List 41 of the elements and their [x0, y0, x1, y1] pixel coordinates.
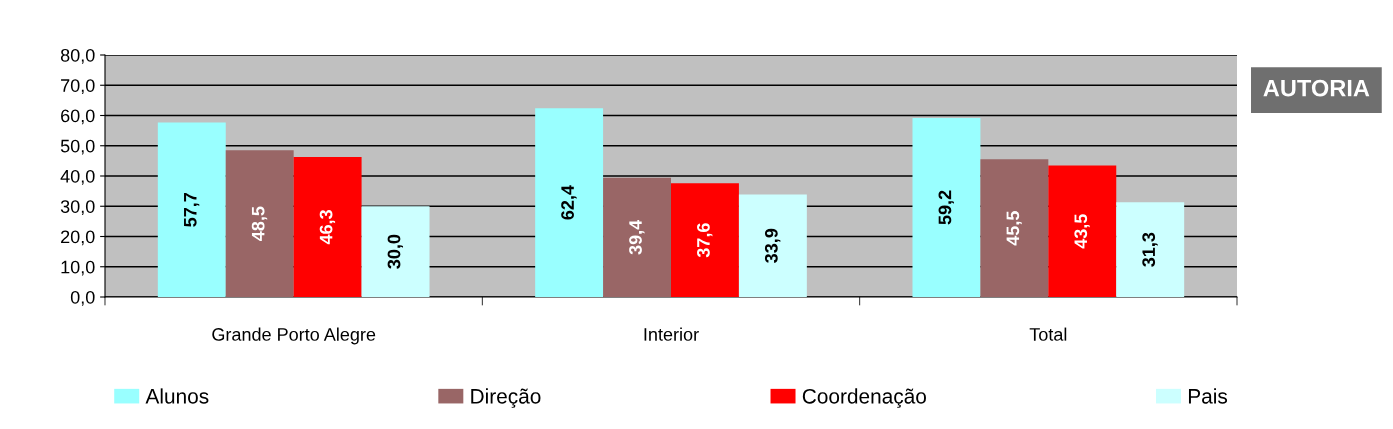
y-tick-label: 50,0 [60, 139, 95, 155]
y-tick-label: 0,0 [70, 290, 95, 306]
x-tick-label: Interior [644, 327, 699, 341]
text: 43,5 [1074, 214, 1090, 249]
text: AUTORIA [1263, 79, 1370, 97]
y-tick-label: 10,0 [61, 260, 95, 276]
x-tick-label: Total [1029, 327, 1067, 341]
y-tick-label: 70,0 [61, 79, 95, 95]
text: 48,5 [251, 206, 268, 241]
y-tick-label: 20,0 [61, 230, 95, 246]
bar [603, 177, 671, 297]
y-tick-label: 40,0 [60, 169, 95, 185]
text: 46,3 [319, 210, 336, 245]
legend-label: Direção [471, 388, 541, 408]
bar [1048, 165, 1117, 297]
bar [293, 156, 362, 297]
bar [225, 150, 294, 297]
y-tick-label: 30,0 [60, 200, 95, 216]
y-tick-label: 60,0 [61, 109, 95, 125]
text: 37,6 [697, 223, 713, 258]
text: 31,3 [1142, 232, 1158, 267]
bar [361, 206, 430, 297]
bar [912, 117, 981, 297]
bar [980, 159, 1049, 297]
bar [738, 194, 807, 297]
legend-label: Pais [1188, 388, 1228, 404]
legend-label: Coordenação [802, 388, 926, 408]
text: 62,4 [561, 185, 577, 220]
text: 59,2 [938, 190, 954, 225]
y-tick-label: 80,0 [60, 48, 95, 64]
legend-label: Alunos [145, 388, 209, 404]
text: 33,9 [764, 228, 781, 263]
text: 45,5 [1006, 211, 1022, 246]
bar [1116, 202, 1185, 297]
text: 57,7 [184, 192, 200, 227]
text: 30,0 [387, 234, 404, 269]
bar [535, 108, 604, 297]
x-tick-label: Grande Porto Alegre [212, 327, 376, 345]
bar [671, 183, 739, 297]
text: 39,4 [629, 219, 645, 255]
bar [157, 122, 226, 297]
